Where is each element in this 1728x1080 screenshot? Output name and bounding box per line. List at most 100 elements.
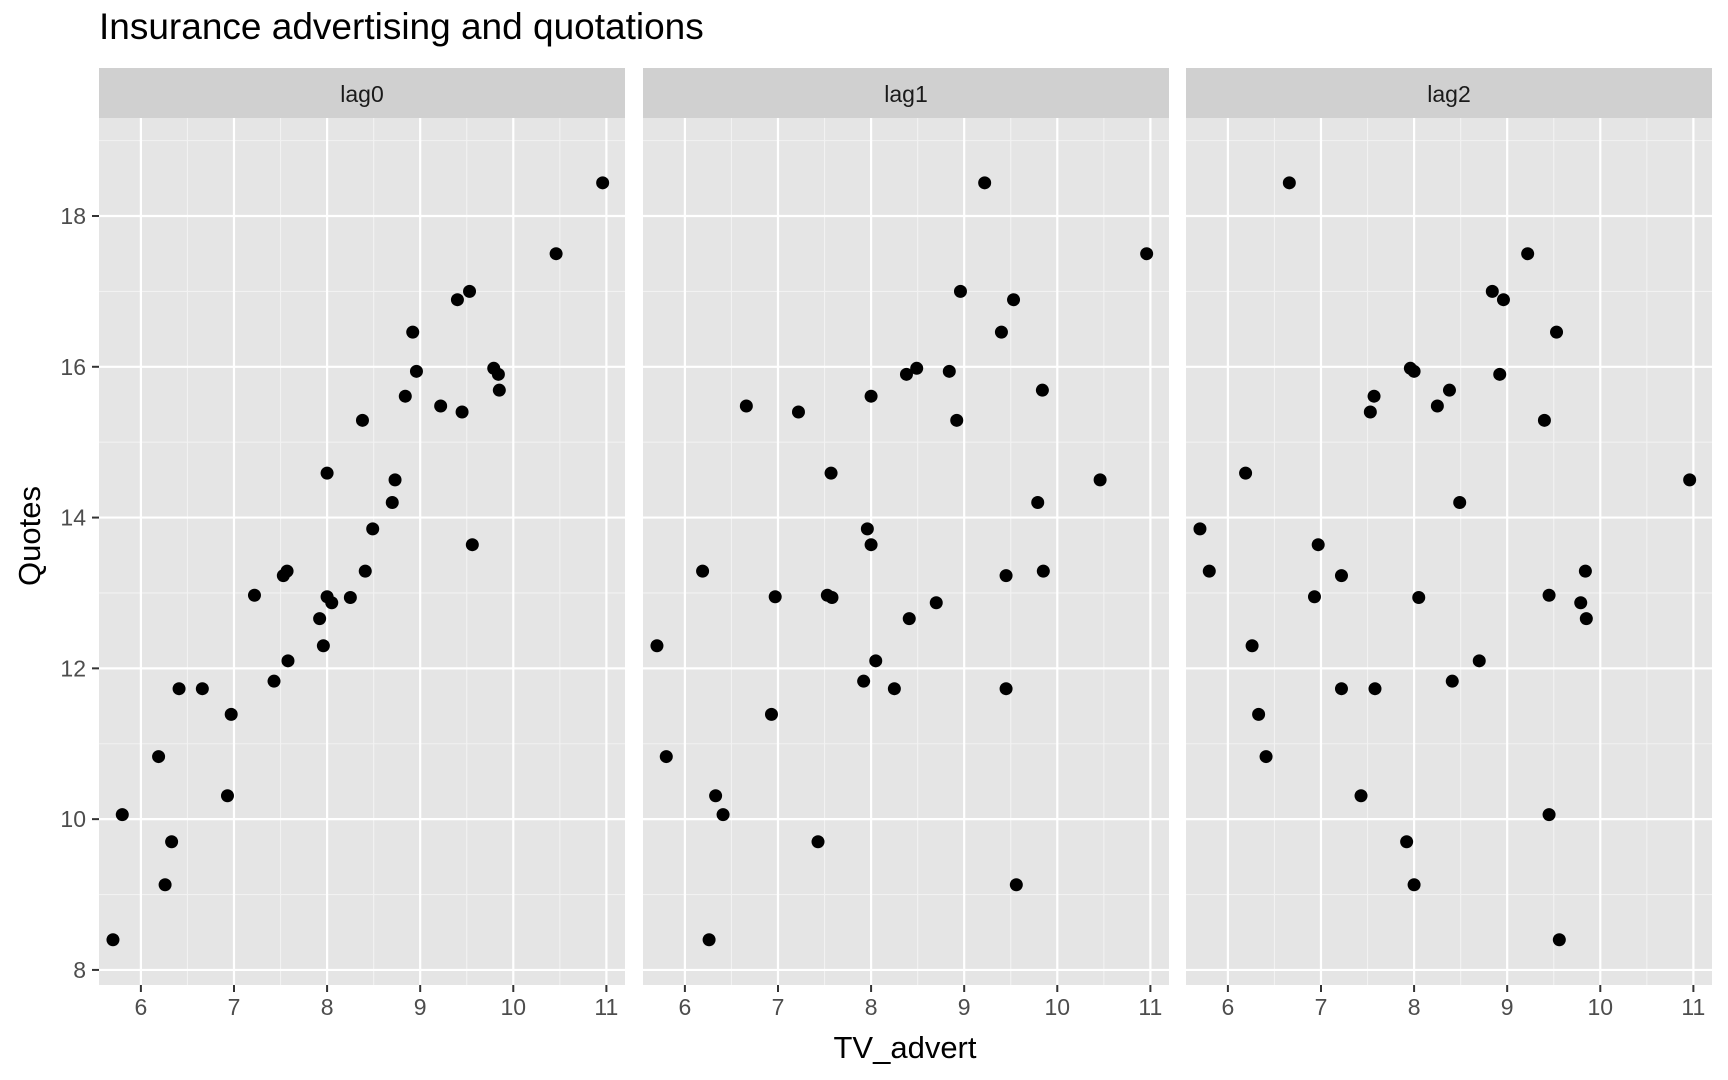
x-tick-label: 8 <box>321 994 334 1020</box>
data-point <box>455 405 469 419</box>
x-axis-title: TV_advert <box>833 1030 976 1065</box>
data-point <box>869 654 883 668</box>
data-point <box>1245 639 1259 653</box>
data-point <box>158 878 172 892</box>
data-point <box>739 399 753 413</box>
data-point <box>115 808 129 822</box>
y-tick-label: 12 <box>60 655 86 681</box>
x-tick-label: 8 <box>865 994 878 1020</box>
data-point <box>999 682 1013 696</box>
data-point <box>899 367 913 381</box>
data-point <box>549 247 563 261</box>
data-point <box>650 639 664 653</box>
data-point <box>343 590 357 604</box>
y-tick-label: 10 <box>60 806 86 832</box>
x-tick-label: 11 <box>1138 994 1162 1020</box>
data-point <box>247 588 261 602</box>
data-point <box>152 750 166 764</box>
data-point <box>1368 682 1382 696</box>
data-point <box>999 569 1013 583</box>
data-point <box>1093 473 1107 487</box>
x-tick-label: 6 <box>134 994 147 1020</box>
data-point <box>313 612 327 626</box>
y-tick-label: 14 <box>60 505 86 531</box>
data-point <box>172 682 186 696</box>
x-tick-label: 7 <box>772 994 785 1020</box>
data-point <box>1578 564 1592 578</box>
data-point <box>1493 367 1507 381</box>
data-point <box>1550 325 1564 339</box>
facet-panel-lag2: lag2 6 7 8 9 10 11 <box>1186 68 1712 1020</box>
data-point <box>824 466 838 480</box>
data-point <box>1282 176 1296 190</box>
data-point <box>702 933 716 947</box>
data-point <box>220 789 234 803</box>
x-tick-label: 11 <box>594 994 618 1020</box>
data-point <box>978 176 992 190</box>
data-point <box>825 590 839 604</box>
data-point <box>953 284 967 298</box>
data-point <box>1031 495 1045 509</box>
facet-strip-label: lag1 <box>884 81 927 107</box>
x-tick-label: 9 <box>958 994 971 1020</box>
data-point <box>1496 293 1510 307</box>
y-tick-label: 8 <box>73 957 86 983</box>
data-point <box>942 364 956 378</box>
panel-background <box>99 118 625 985</box>
data-point <box>1140 247 1154 261</box>
data-point <box>1252 707 1266 721</box>
data-point <box>355 413 369 427</box>
data-point <box>860 522 874 536</box>
data-point <box>864 538 878 552</box>
data-point <box>320 466 334 480</box>
x-tick-label: 9 <box>414 994 427 1020</box>
data-point <box>1334 569 1348 583</box>
data-point <box>1202 564 1216 578</box>
data-point <box>1574 596 1588 610</box>
facet-strip <box>1186 68 1712 118</box>
data-point <box>1363 405 1377 419</box>
data-point <box>1307 590 1321 604</box>
facet-strip <box>643 68 1169 118</box>
data-point <box>950 413 964 427</box>
data-point <box>1412 590 1426 604</box>
data-point <box>1354 789 1368 803</box>
data-point <box>463 284 477 298</box>
data-point <box>1430 399 1444 413</box>
data-point <box>385 495 399 509</box>
data-point <box>910 361 924 375</box>
y-tick-label: 18 <box>60 203 86 229</box>
facet-panels: lag0 6 7 8 9 10 11 lag1 6 7 8 9 10 11 lag2 6 7 8 9 10 11 <box>99 68 1712 1020</box>
data-point <box>1193 522 1207 536</box>
data-point <box>224 707 238 721</box>
x-tick-label: 6 <box>1221 994 1234 1020</box>
data-point <box>366 522 380 536</box>
data-point <box>1579 612 1593 626</box>
y-axis-title: Quotes <box>12 486 47 586</box>
data-point <box>316 639 330 653</box>
data-point <box>434 399 448 413</box>
data-point <box>280 564 294 578</box>
data-point <box>1542 808 1556 822</box>
data-point <box>659 750 673 764</box>
data-point <box>1334 682 1348 696</box>
data-point <box>902 612 916 626</box>
data-point <box>887 682 901 696</box>
data-point <box>811 835 825 849</box>
data-point <box>716 808 730 822</box>
data-point <box>281 654 295 668</box>
x-tick-label: 10 <box>1587 994 1613 1020</box>
data-point <box>465 538 479 552</box>
x-tick-label: 8 <box>1408 994 1421 1020</box>
data-point <box>994 325 1008 339</box>
data-point <box>709 789 723 803</box>
data-point <box>1542 588 1556 602</box>
data-point <box>1442 383 1456 397</box>
data-point <box>1259 750 1273 764</box>
data-point <box>1407 364 1421 378</box>
x-tick-label: 7 <box>1315 994 1328 1020</box>
data-point <box>596 176 610 190</box>
facet-strip-label: lag0 <box>340 81 383 107</box>
data-point <box>1521 247 1535 261</box>
data-point <box>1009 878 1023 892</box>
